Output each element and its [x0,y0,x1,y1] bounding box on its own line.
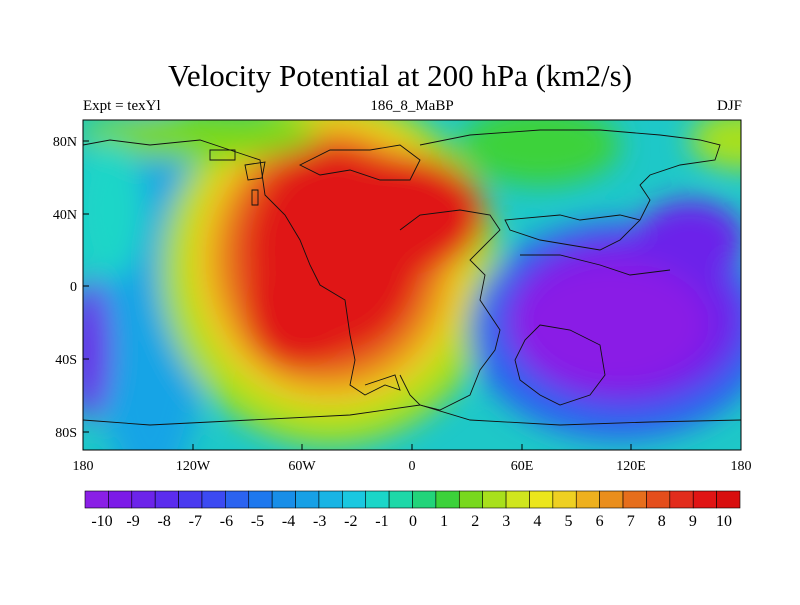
colorbar-swatch [248,490,273,509]
greenland-outline [298,144,421,181]
colorbar-label: 10 [716,513,732,530]
colorbar-label: -6 [220,513,233,530]
colorbar-label: 0 [409,513,417,530]
lat-label: 40N [53,208,77,223]
colorbar-label: 7 [627,513,635,530]
colorbar-swatch [505,490,530,509]
arctic-islands-outline [209,149,266,206]
colorbar-swatch [201,490,226,509]
europe-africa-outline [399,209,501,411]
colorbar-swatch [692,490,717,509]
coastlines [83,129,741,426]
colorbar-label: -10 [91,513,112,530]
lat-label: 40S [55,353,77,368]
colorbar-swatch [295,490,320,509]
colorbar-swatch [178,490,203,509]
north-america-outline [83,139,401,396]
lon-label: 120W [176,459,211,474]
chart-title: Velocity Potential at 200 hPa (km2/s) [167,58,633,93]
longitude-axis: 180 120W 60W 0 60E 120E 180 [73,444,752,474]
lon-label: 120E [616,459,646,474]
lon-label: 180 [731,459,752,474]
colorbar-label: -8 [158,513,171,530]
antarctica-outline [83,404,741,426]
colorbar-label: 6 [596,513,604,530]
lon-label: 180 [73,459,94,474]
colorbar-label: 2 [471,513,479,530]
south-asia-outline [520,254,671,276]
colorbar-swatch [271,490,296,509]
colorbar-label: -5 [251,513,264,530]
colorbar-swatch [599,490,624,509]
latitude-axis: 80N 40N 0 40S 80S [53,135,89,441]
colorbar-label: -9 [126,513,139,530]
lon-label: 0 [409,459,416,474]
colorbar-swatch [669,490,694,509]
colorbar-swatch [435,490,460,509]
australia-outline [514,324,606,406]
lon-label: 60E [511,459,534,474]
colorbar-swatch [458,490,483,509]
lat-label: 0 [70,280,77,295]
colorbar-swatch [84,490,109,509]
asia-outline [419,129,721,251]
colorbar-swatch [225,490,250,509]
colorbar-label: 3 [502,513,510,530]
colorbar: -10 -9 -8 -7 -6 -5 -4 -3 -2 -1 0 1 2 3 4 5 6 7 8 9 10 [84,490,741,530]
colorbar-swatch [318,490,343,509]
lat-label: 80N [53,135,77,150]
colorbar-swatch [575,490,600,509]
colorbar-swatch [646,490,671,509]
colorbar-label: 8 [658,513,666,530]
colorbar-swatch [482,490,507,509]
colorbar-label: 5 [565,513,573,530]
colorbar-label: -1 [375,513,388,530]
colorbar-swatch [716,490,741,509]
experiment-label: Expt = texYl [83,98,161,114]
lat-label: 80S [55,426,77,441]
colorbar-swatch [412,490,437,509]
colorbar-swatch [154,490,179,509]
run-label: 186_8_MaBP [370,98,454,114]
colorbar-swatch [622,490,647,509]
colorbar-label: -4 [282,513,295,530]
colorbar-label: -7 [189,513,202,530]
colorbar-label: -3 [313,513,326,530]
colorbar-swatch [529,490,554,509]
colorbar-label: 9 [689,513,697,530]
colorbar-swatch [131,490,156,509]
colorbar-swatch [552,490,577,509]
colorbar-swatch [342,490,367,509]
season-label: DJF [716,98,742,114]
colorbar-swatch [108,490,133,509]
colorbar-label: -2 [344,513,357,530]
colorbar-label: 4 [533,513,541,530]
colorbar-label: 1 [440,513,448,530]
colorbar-swatch [365,490,390,509]
lon-label: 60W [288,459,316,474]
velocity-potential-field [83,120,741,450]
colorbar-swatch [388,490,413,509]
